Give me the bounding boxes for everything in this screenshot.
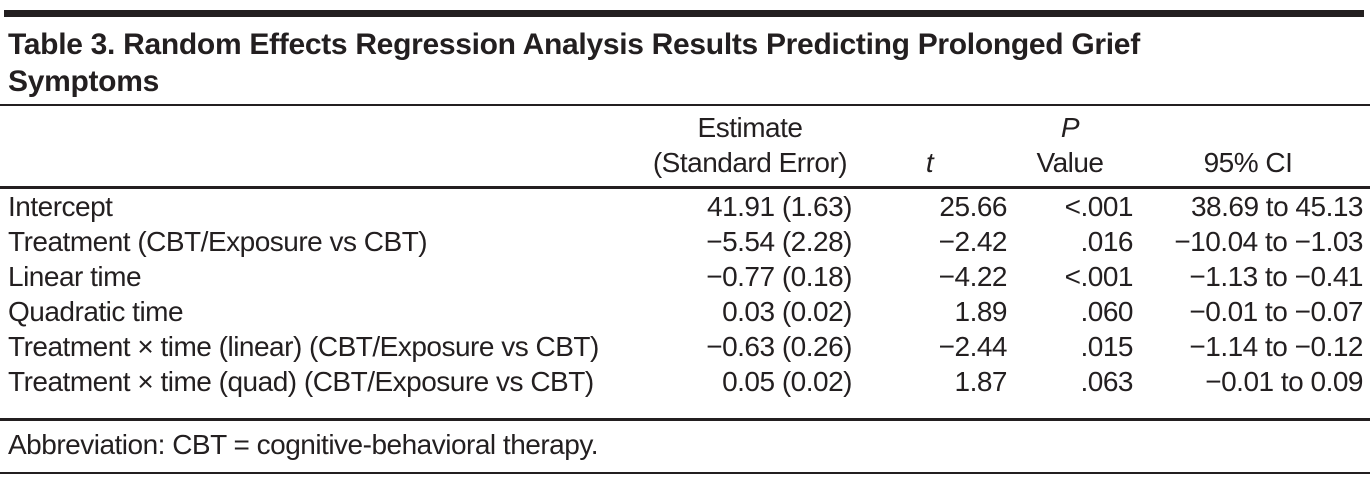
header-row: Estimate (Standard Error) t P Value 95% … [0,105,1370,189]
t-column-header: t [852,105,1007,189]
table-title: Table 3. Random Effects Regression Analy… [0,26,1370,100]
table-title-line1: Table 3. Random Effects Regression Analy… [8,28,1140,61]
ci-value: −0.01 to −0.07 [1189,296,1363,327]
p-value: <.001 [1064,191,1134,222]
t-value: −2.44 [938,331,1008,362]
p-header-line1: P [1060,112,1080,143]
estimate-se-value: −5.54 (2.28) [706,226,852,257]
table-row: Treatment × time (linear) (CBT/Exposure … [0,329,1370,364]
estimate-header-line2: (Standard Error) [652,147,848,178]
p-value: <.001 [1064,261,1134,292]
table-title-line2: Symptoms [8,65,159,98]
estimate-se-value: 0.05 (0.02) [648,364,853,421]
table-footnote: Abbreviation: CBT = cognitive-behavioral… [0,421,1370,474]
table-row: Linear time −0.77 (0.18) −4.22 <.001 −1.… [0,259,1370,294]
t-header-label: t [925,147,934,178]
ci-value: −1.13 to −0.41 [1189,261,1363,292]
ci-value: −1.14 to −0.12 [1189,331,1363,362]
regression-results-table: Estimate (Standard Error) t P Value 95% … [0,104,1370,421]
p-value: .016 [1080,226,1134,257]
estimate-se-column-header: Estimate (Standard Error) [648,105,852,189]
predictor-label: Intercept [8,191,113,222]
p-value: .063 [1007,364,1134,421]
estimate-se-value: 41.91 (1.63) [707,191,853,222]
table-header: Estimate (Standard Error) t P Value 95% … [0,105,1370,189]
estimate-se-value: −0.77 (0.18) [706,261,852,292]
ci-value: 38.69 to 45.13 [1190,191,1364,222]
table-row: Treatment (CBT/Exposure vs CBT) −5.54 (2… [0,224,1370,259]
t-value: 1.89 [954,296,1008,327]
p-value: .060 [1080,296,1134,327]
t-value: −4.22 [938,261,1008,292]
ci-header-label: 95% CI [1203,147,1293,178]
ci-column-header: 95% CI [1133,105,1370,189]
p-value: .015 [1080,331,1134,362]
predictor-column-header [0,105,648,189]
ci-value: −0.01 to 0.09 [1133,364,1370,421]
top-rule [4,10,1364,17]
table-row: Treatment × time (quad) (CBT/Exposure vs… [0,364,1370,421]
estimate-header-line1: Estimate [697,112,803,143]
predictor-label: Linear time [8,261,142,292]
t-value: 1.87 [852,364,1008,421]
predictor-label: Treatment × time (quad) (CBT/Exposure vs… [0,364,648,421]
predictor-label: Treatment (CBT/Exposure vs CBT) [8,226,428,257]
ci-value: −10.04 to −1.03 [1174,226,1363,257]
predictor-label: Treatment × time (linear) (CBT/Exposure … [8,331,599,362]
p-value-column-header: P Value [1007,105,1133,189]
t-value: 25.66 [939,191,1007,222]
table-body: Intercept 41.91 (1.63) 25.66 <.001 38.69… [0,188,1370,421]
estimate-se-value: 0.03 (0.02) [722,296,852,327]
table-row: Quadratic time 0.03 (0.02) 1.89 .060 −0.… [0,294,1370,329]
table-row: Intercept 41.91 (1.63) 25.66 <.001 38.69… [0,188,1370,225]
p-header-line2: Value [1036,147,1104,178]
estimate-se-value: −0.63 (0.26) [706,331,852,362]
predictor-label: Quadratic time [8,296,184,327]
t-value: −2.42 [938,226,1008,257]
